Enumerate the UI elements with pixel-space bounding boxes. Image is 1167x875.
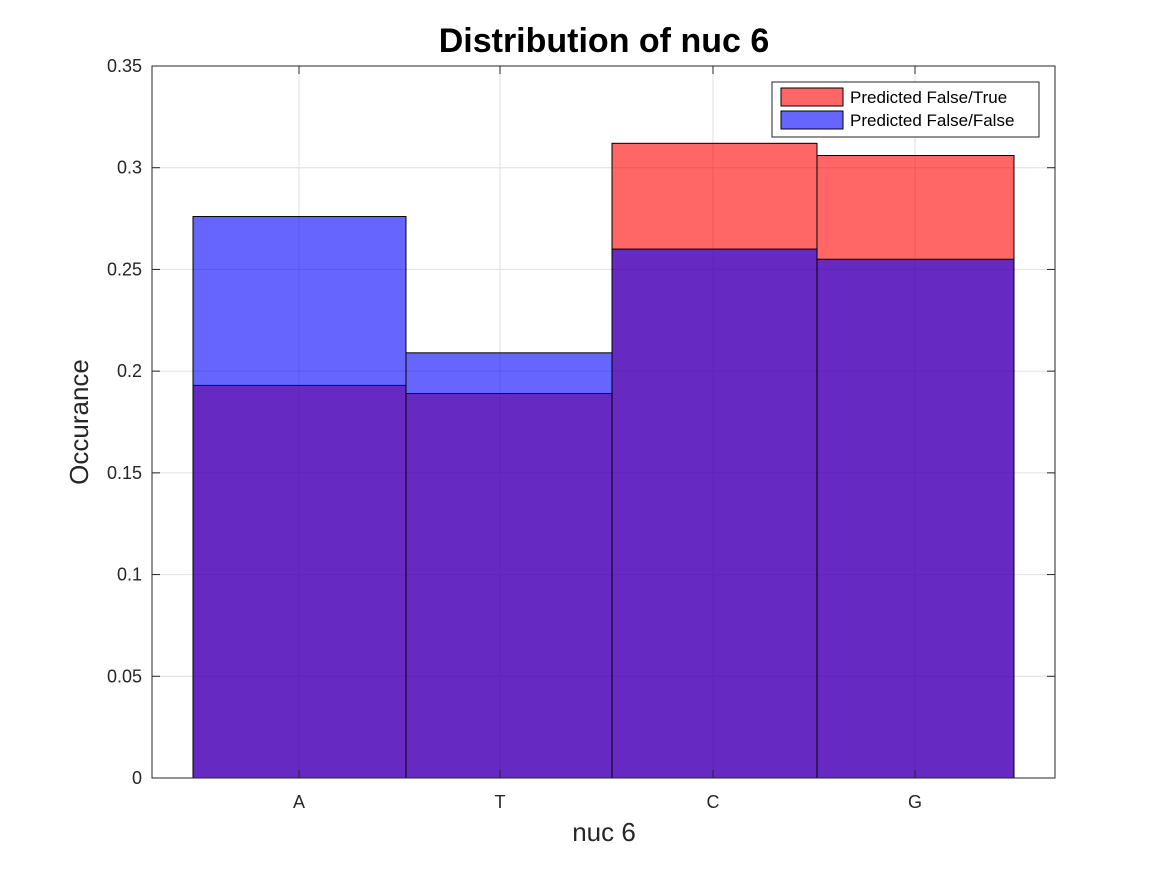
x-tick-label: T xyxy=(495,792,506,812)
x-tick-label: A xyxy=(293,792,305,812)
axes-box xyxy=(151,65,1056,779)
legend-swatch xyxy=(780,110,844,130)
legend-label: Predicted False/False xyxy=(850,111,1014,130)
y-tick-label: 0.15 xyxy=(107,463,142,483)
bar-predicted-false-false-C xyxy=(611,248,818,779)
bars xyxy=(192,142,1015,779)
chart-title: Distribution of nuc 6 xyxy=(439,22,770,60)
y-axis-label: Occurance xyxy=(64,359,94,485)
y-ticks: 0 0.05 0.1 0.15 0.2 0.25 0.3 0.35 xyxy=(107,56,1055,788)
x-axis-label: nuc 6 xyxy=(572,817,636,847)
legend-label: Predicted False/True xyxy=(850,88,1007,107)
bar-predicted-false-false-G xyxy=(816,258,1015,779)
y-tick-label: 0.2 xyxy=(117,361,142,381)
x-tick-label: G xyxy=(908,792,922,812)
y-tick-label: 0.3 xyxy=(117,158,142,178)
bar-predicted-false-false-T xyxy=(405,352,613,779)
bar-predicted-false-false-A xyxy=(192,216,407,779)
y-tick-label: 0.35 xyxy=(107,56,142,76)
x-tick-label: C xyxy=(707,792,720,812)
y-tick-label: 0.1 xyxy=(117,565,142,585)
y-tick-label: 0.05 xyxy=(107,666,142,686)
legend: Predicted False/True Predicted False/Fals… xyxy=(771,81,1040,138)
y-tick-label: 0 xyxy=(132,768,142,788)
legend-swatch xyxy=(780,87,844,107)
y-tick-label: 0.25 xyxy=(107,259,142,279)
